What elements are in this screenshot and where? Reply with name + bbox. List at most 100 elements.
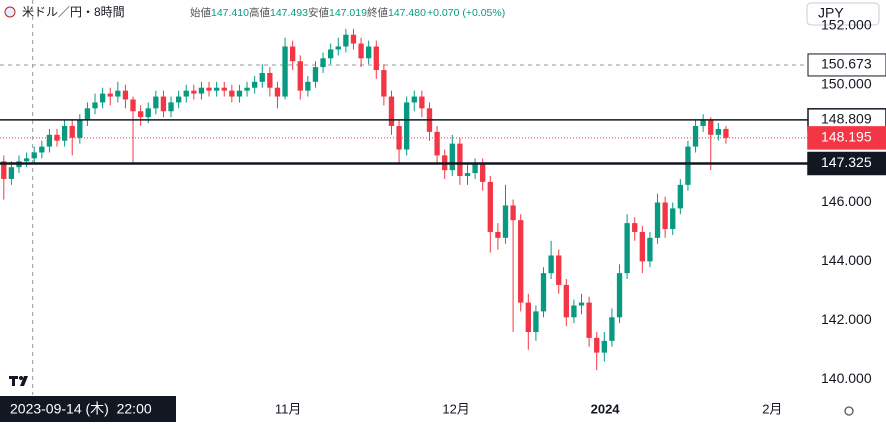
candle-body [160,96,167,112]
y-tick-label: 142.000 [821,311,872,327]
candle-body [692,125,699,147]
candle-body [183,90,189,97]
header-close: 147.480 [388,7,426,19]
candle-body [670,208,676,229]
candle-body [229,90,235,97]
currency-box[interactable] [806,2,880,26]
candle-body [472,164,478,174]
candle-body [61,125,68,141]
header-low: 147.019 [329,7,367,19]
currency-label: JPY [818,5,844,21]
candle-body [677,184,683,209]
candle-body [510,205,516,221]
candle-body [122,90,129,100]
header-high: 147.493 [270,7,308,19]
candle-body [213,87,220,91]
header-close-label: 終値 [367,6,388,19]
flag-icon [4,6,16,18]
crosshair-y-label: 150.673 [821,56,872,72]
candle-body [624,223,630,274]
candle-body [99,93,106,103]
candle-body [662,202,668,229]
price-label: 148.809 [821,111,872,127]
price-label-box [807,151,886,176]
candle-body [647,237,653,262]
candle-body [168,102,174,112]
candle-body [46,134,53,147]
candle-body [236,90,243,97]
candle-body [267,72,273,88]
candle-body [540,273,547,312]
candle-body [571,305,577,318]
candle-body [601,340,607,353]
candle-body [457,143,463,177]
candle-body [464,173,471,177]
candle-body [77,120,83,138]
candle-body [107,93,113,97]
candle-body [153,96,159,109]
candle-body [31,152,37,159]
candle-body [495,231,501,238]
y-tick-label: 140.000 [821,370,872,386]
candle-body [130,99,136,112]
candle-body [175,96,182,103]
candle-body [328,49,334,59]
candle-body [84,108,91,121]
candle-body [639,231,645,262]
candle-body [708,120,714,135]
candle-body [198,87,205,94]
header-change: +0.070 (+0.05%) [427,7,505,19]
candle-body [616,273,623,318]
candle-body [115,90,121,97]
candle-body [487,181,493,232]
candle-body [221,87,227,91]
y-tick-label: 144.000 [821,252,872,268]
candle-body [137,111,144,118]
candle-body [259,72,265,82]
header-low-label: 安値 [308,6,329,19]
candle-body [274,87,281,97]
price-label: 148.195 [821,129,872,145]
candle-body [145,108,151,118]
settings-icon[interactable] [844,406,854,416]
candle-body [191,90,197,94]
candle-body [525,302,531,333]
candle-body [502,205,509,238]
candle-body [685,146,691,185]
candle-body [373,46,379,71]
candle-body [419,96,425,109]
candle-body [533,311,539,333]
price-label-box [807,126,886,150]
crosshair-x-label: 2023-09-14 (木) 22:00 [10,401,152,417]
candle-body [434,131,440,156]
candle-body [594,337,600,353]
candle-body [350,34,357,44]
candle-body [632,223,638,232]
candle-body [92,102,98,109]
candle-body [700,120,706,126]
candle-body [8,167,15,179]
header-high-label: 高値 [249,6,270,19]
candle-body [381,70,387,97]
header-open: 147.410 [211,7,249,19]
candle-body [609,317,615,341]
candle-body [358,43,364,59]
candle-body [723,128,729,138]
candle-body [289,46,296,62]
candle-body [480,164,486,182]
candle-body [297,61,303,91]
logo [9,376,28,386]
candle-body [244,87,250,91]
candle-body [206,87,212,91]
candle-body [586,302,592,338]
candle-body [578,302,585,306]
candle-body [1,161,7,179]
candle-body [366,46,372,59]
candle-body [23,158,30,162]
candle-body [548,255,554,274]
x-tick-label: 2月 [762,401,782,416]
candle-body [518,220,524,303]
candle-body [69,125,75,138]
